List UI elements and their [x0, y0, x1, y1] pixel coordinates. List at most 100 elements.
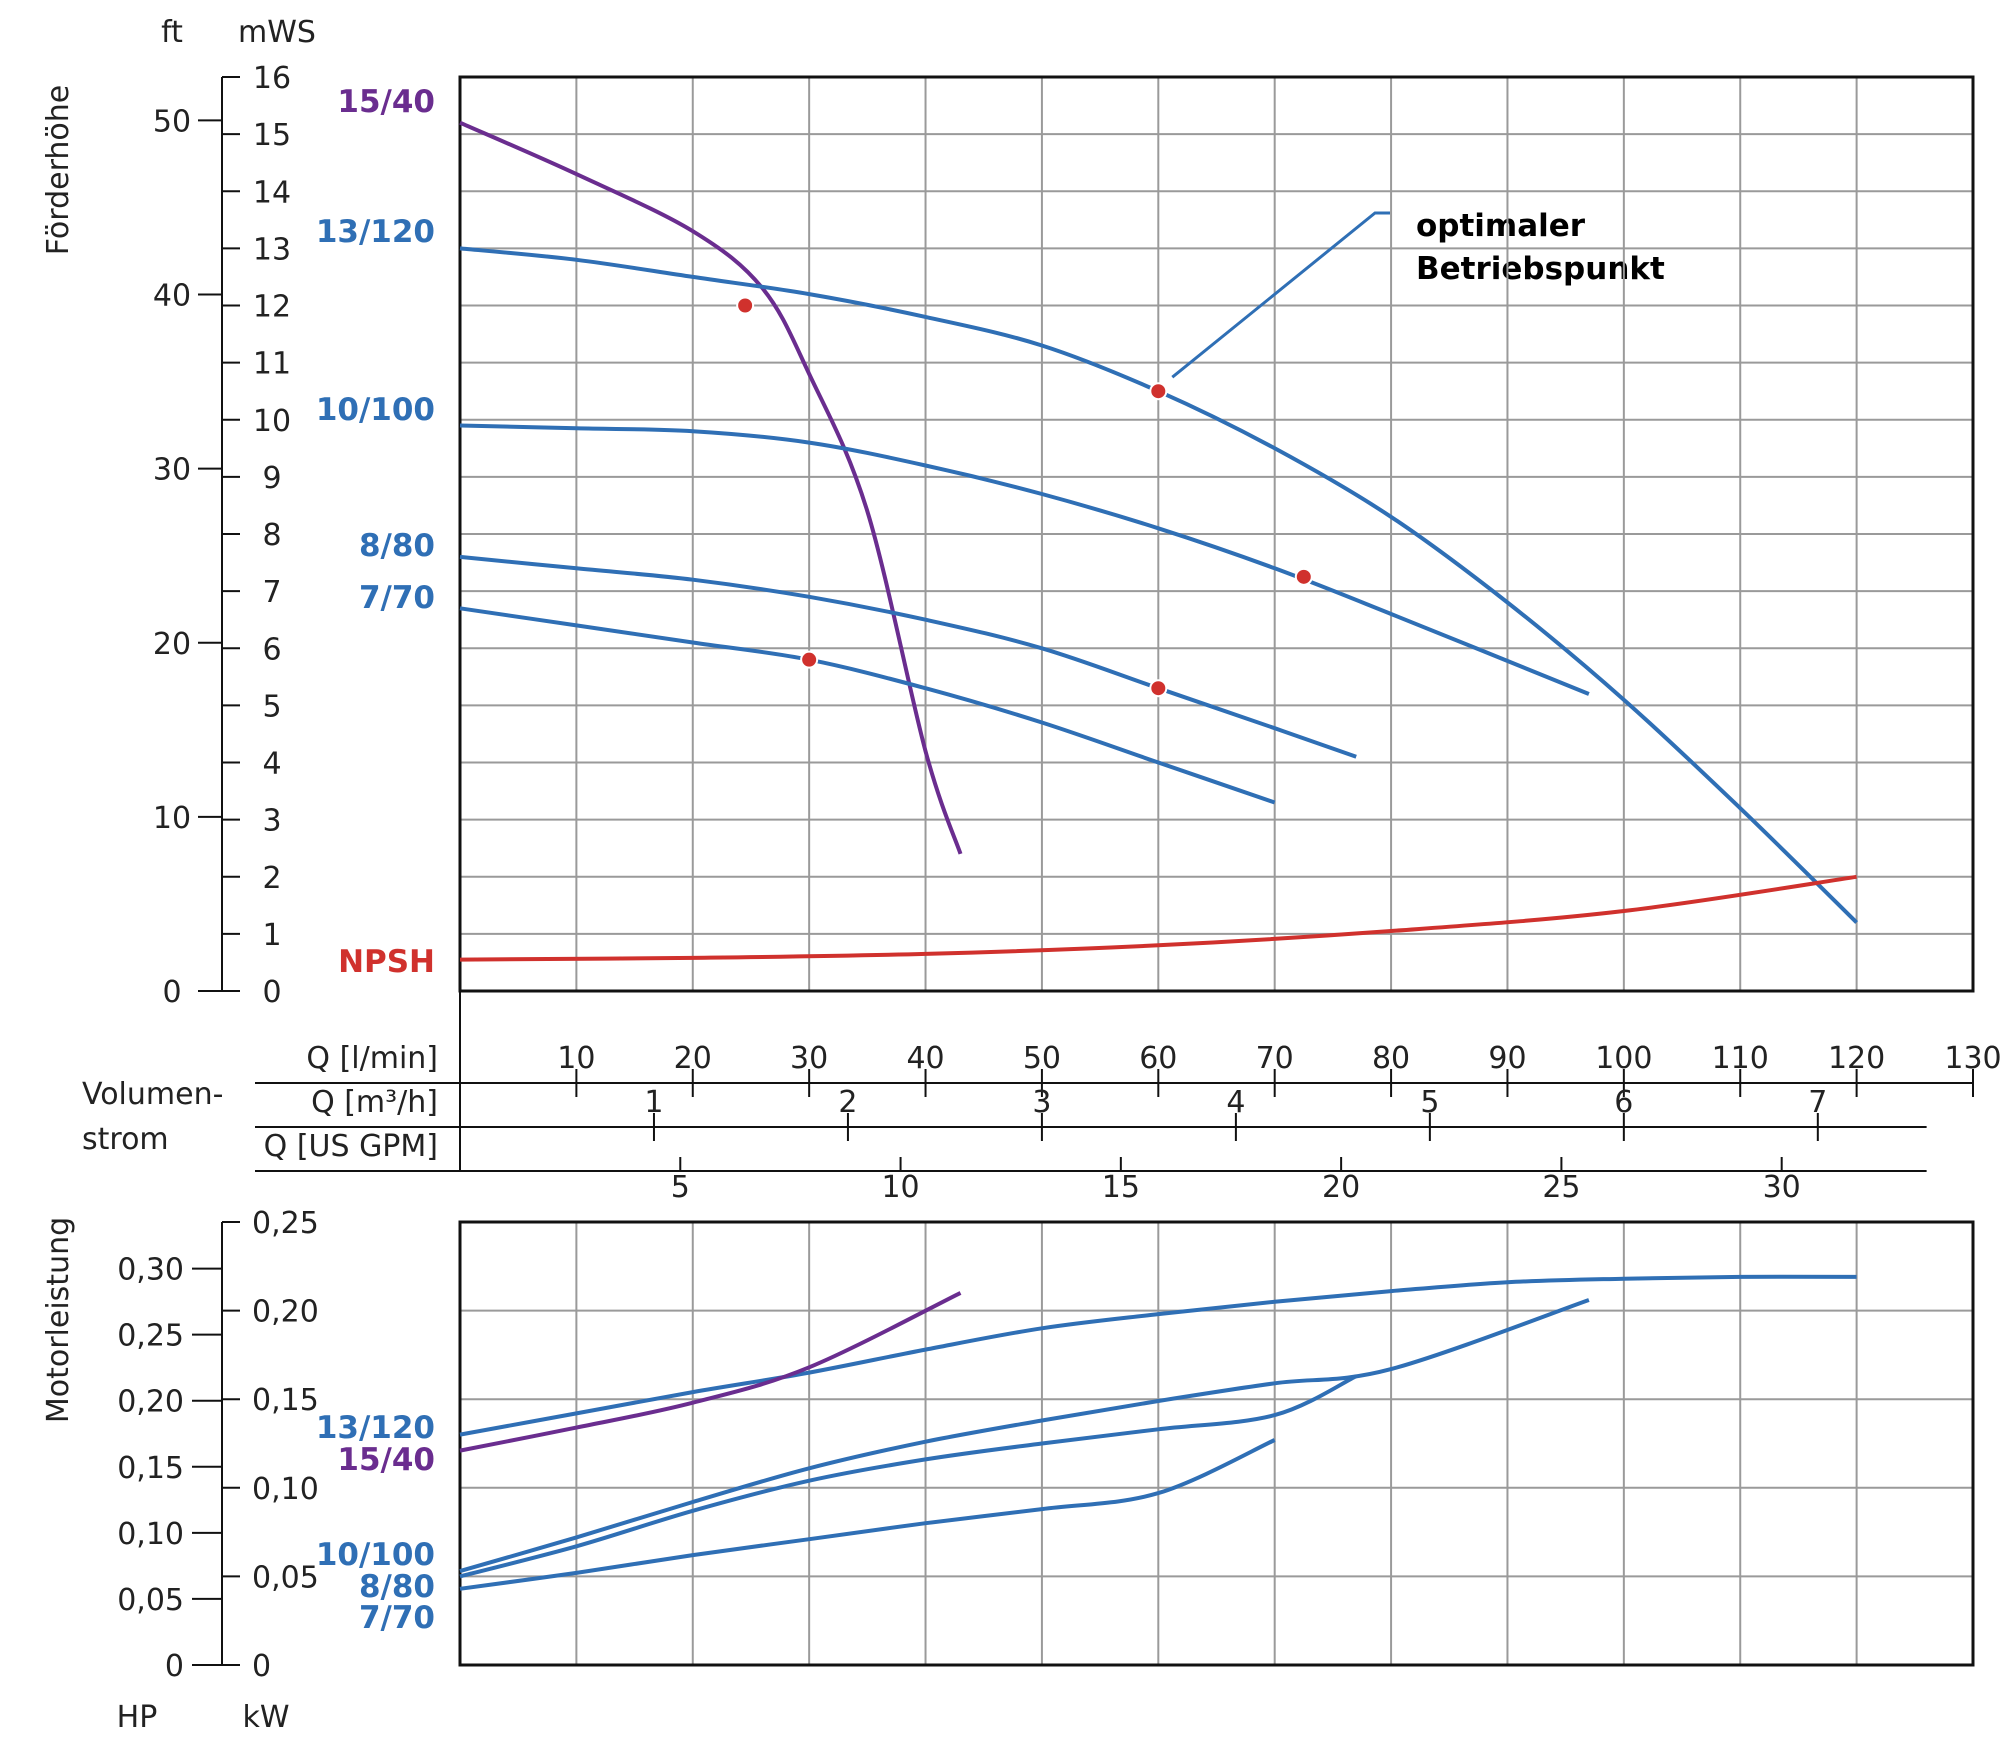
- curve-15-40: [459, 120, 963, 855]
- tick-label-mws: 5: [262, 689, 281, 724]
- curve-8-80: [459, 554, 1357, 759]
- x-tick-label-usgpm: 20: [1322, 1170, 1360, 1205]
- tick-label-ft: 40: [153, 279, 191, 314]
- power-curve-13-120: [459, 1274, 1857, 1437]
- tick-label-ft: 0: [162, 975, 181, 1010]
- x-axis-title-line1: Volumen-: [82, 1077, 223, 1112]
- optimal-point: [1149, 382, 1168, 401]
- tick-label-mws: 1: [262, 918, 281, 953]
- tick-label-mws: 16: [253, 61, 291, 96]
- x-tick-label-lmin: 10: [557, 1041, 595, 1076]
- power-series-label-13-120: 13/120: [316, 1410, 435, 1446]
- series-label-7-70: 7/70: [359, 580, 435, 616]
- x-tick-label-lmin: 130: [1944, 1041, 2000, 1076]
- x-tick-label-lmin: 90: [1488, 1041, 1526, 1076]
- tick-label-mws: 14: [253, 175, 291, 210]
- tick-label-mws: 13: [253, 232, 291, 267]
- curve-npsh: [459, 874, 1857, 962]
- tick-label-hp: 0,05: [117, 1583, 184, 1618]
- x-tick-label-lmin: 80: [1372, 1041, 1410, 1076]
- annotation-optimal-line1: optimaler: [1416, 208, 1586, 244]
- x-tick-label-usgpm: 10: [881, 1170, 919, 1205]
- tick-label-hp: 0,10: [117, 1517, 184, 1552]
- tick-label-ft: 10: [153, 801, 191, 836]
- x-tick-label-m3h: 2: [838, 1085, 857, 1120]
- curve-13-120: [459, 246, 1859, 924]
- tick-label-mws: 12: [253, 290, 291, 325]
- tick-label-mws: 10: [253, 404, 291, 439]
- x-tick-label-lmin: 30: [790, 1041, 828, 1076]
- series-label-10-100: 10/100: [316, 392, 435, 428]
- x-axis-label: Q [m³/h]: [311, 1085, 438, 1120]
- tick-label-mws: 6: [262, 632, 281, 667]
- power-series-label-7-70: 7/70: [359, 1600, 435, 1636]
- tick-label-mws: 15: [253, 118, 291, 153]
- plot-frame-head: [458, 75, 1975, 993]
- x-tick-label-lmin: 20: [674, 1041, 712, 1076]
- curve-7-70: [459, 606, 1276, 805]
- tick-label-ft: 30: [153, 453, 191, 488]
- series-label-8-80: 8/80: [359, 528, 435, 564]
- y-axis-title-foerderhoehe: Förderhöhe: [41, 85, 76, 256]
- x-tick-label-m3h: 1: [644, 1085, 663, 1120]
- x-tick-label-usgpm: 15: [1102, 1170, 1140, 1205]
- y-unit-kw: kW: [242, 1700, 289, 1735]
- tick-label-hp: 0,20: [117, 1385, 184, 1420]
- x-tick-label-m3h: 3: [1032, 1085, 1051, 1120]
- power-series-label-8-80: 8/80: [359, 1569, 435, 1605]
- x-tick-label-usgpm: 30: [1763, 1170, 1801, 1205]
- optimal-point: [1294, 567, 1313, 586]
- power-curve-7-70: [459, 1438, 1276, 1591]
- tick-label-ft: 20: [153, 627, 191, 662]
- x-tick-label-usgpm: 25: [1542, 1170, 1580, 1205]
- x-tick-label-lmin: 60: [1139, 1041, 1177, 1076]
- power-curve-15-40: [459, 1291, 962, 1453]
- x-tick-label-m3h: 6: [1614, 1085, 1633, 1120]
- tick-label-hp: 0,30: [117, 1253, 184, 1288]
- tick-label-hp: 0,15: [117, 1451, 184, 1486]
- tick-label-kw: 0,20: [252, 1295, 319, 1330]
- x-tick-label-lmin: 110: [1712, 1041, 1769, 1076]
- plot-frame-power: [458, 1220, 1975, 1667]
- tick-label-mws: 9: [262, 461, 281, 496]
- tick-label-hp: 0,25: [117, 1319, 184, 1354]
- x-tick-label-lmin: 50: [1023, 1041, 1061, 1076]
- curve-10-100: [459, 423, 1590, 696]
- y-unit-mws: mWS: [238, 15, 316, 50]
- tick-label-hp: 0: [165, 1649, 184, 1684]
- power-series-label-15-40: 15/40: [337, 1442, 435, 1478]
- y-axis-title-motorleistung: Motorleistung: [41, 1217, 76, 1423]
- x-tick-label-usgpm: 5: [671, 1170, 690, 1205]
- tick-label-kw: 0,10: [252, 1472, 319, 1507]
- tick-label-mws: 4: [262, 747, 281, 782]
- tick-label-mws: 3: [262, 804, 281, 839]
- x-tick-label-m3h: 4: [1226, 1085, 1245, 1120]
- tick-label-mws: 7: [262, 575, 281, 610]
- x-axis-title-line2: strom: [82, 1122, 169, 1157]
- series-label-13-120: 13/120: [316, 214, 435, 250]
- tick-label-mws: 0: [262, 975, 281, 1010]
- x-tick-label-m3h: 7: [1808, 1085, 1827, 1120]
- x-tick-label-lmin: 70: [1256, 1041, 1294, 1076]
- tick-label-kw: 0,15: [252, 1383, 319, 1418]
- series-label-npsh: NPSH: [338, 944, 435, 980]
- tick-label-mws: 2: [262, 861, 281, 896]
- x-tick-label-lmin: 40: [906, 1041, 944, 1076]
- optimal-point: [800, 650, 819, 669]
- tick-label-kw: 0,05: [252, 1560, 319, 1595]
- series-label-15-40: 15/40: [337, 84, 435, 120]
- x-tick-label-lmin: 100: [1595, 1041, 1652, 1076]
- y-unit-hp: HP: [117, 1700, 158, 1735]
- tick-label-mws: 8: [262, 518, 281, 553]
- x-axis-label: Q [l/min]: [306, 1041, 438, 1076]
- power-curve-10-100: [459, 1298, 1590, 1574]
- optimal-point: [736, 296, 755, 315]
- y-unit-ft: ft: [161, 15, 183, 50]
- annotation-optimal-line2: Betriebspunkt: [1416, 251, 1665, 287]
- x-tick-label-m3h: 5: [1420, 1085, 1439, 1120]
- power-series-label-10-100: 10/100: [316, 1537, 435, 1573]
- annotation-leader-line: [1171, 211, 1390, 379]
- power-curve-8-80: [459, 1374, 1358, 1579]
